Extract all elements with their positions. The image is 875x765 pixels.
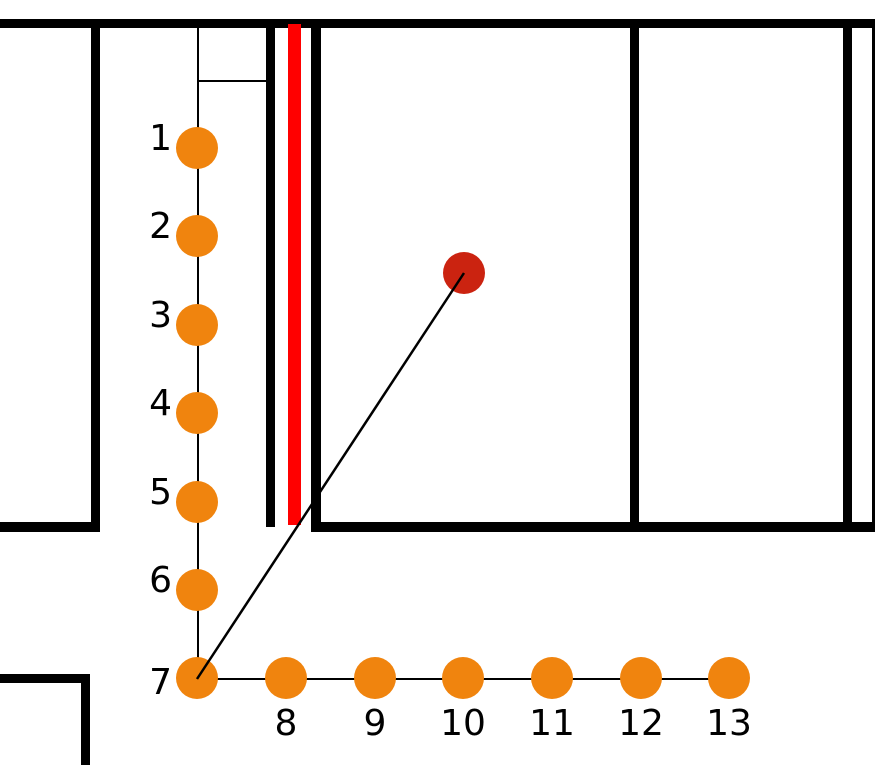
- left-room-wall-vertical: [91, 28, 100, 532]
- waypoint-dot-11: [531, 657, 573, 699]
- waypoint-label-13: 13: [706, 703, 752, 744]
- bottom-left-wall-vertical: [81, 674, 90, 765]
- waypoint-label-9: 9: [363, 703, 387, 744]
- waypoint-dot-13: [708, 657, 750, 699]
- target-connection-line: [195, 272, 466, 680]
- waypoint-label-10: 10: [440, 703, 486, 744]
- top-wall: [0, 19, 875, 28]
- waypoint-dot-9: [354, 657, 396, 699]
- waypoint-label-4: 4: [149, 383, 172, 424]
- red-door-marker: [288, 24, 301, 525]
- right-room-wall: [843, 28, 852, 522]
- waypoint-label-2: 2: [149, 206, 172, 247]
- waypoint-dot-6: [176, 569, 218, 611]
- waypoint-dot-1: [176, 127, 218, 169]
- waypoint-label-8: 8: [274, 703, 298, 744]
- waypoint-dot-4: [176, 392, 218, 434]
- waypoint-label-11: 11: [529, 703, 575, 744]
- corridor-wall-left: [266, 28, 275, 527]
- waypoint-dot-3: [176, 304, 218, 346]
- right-edge-wall: [872, 28, 875, 522]
- bottom-left-wall-horizontal: [0, 674, 88, 683]
- corridor-wall-right: [311, 28, 321, 532]
- waypoint-label-3: 3: [149, 295, 172, 336]
- waypoint-label-12: 12: [618, 703, 664, 744]
- middle-wall-horizontal: [311, 522, 875, 532]
- waypoint-label-7: 7: [149, 662, 172, 703]
- waypoint-dot-8: [265, 657, 307, 699]
- waypoint-dot-10: [442, 657, 484, 699]
- room-divider-wall: [630, 28, 639, 522]
- waypoint-dot-12: [620, 657, 662, 699]
- corridor-guide-line: [197, 80, 267, 82]
- target-dot: [443, 252, 485, 294]
- left-room-wall-horizontal: [0, 522, 100, 532]
- waypoint-label-5: 5: [149, 472, 172, 513]
- waypoint-dot-7: [176, 657, 218, 699]
- waypoint-label-1: 1: [149, 118, 172, 159]
- waypoint-dot-2: [176, 215, 218, 257]
- waypoint-label-6: 6: [149, 560, 172, 601]
- waypoint-dot-5: [176, 481, 218, 523]
